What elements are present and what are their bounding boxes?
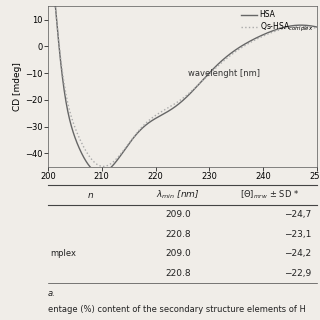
Text: −23,1: −23,1 — [284, 230, 311, 239]
Qs-HSA$_{complex}$ — [101, 164, 105, 168]
Line: HSA: HSA — [48, 0, 317, 173]
Qs-HSA$_{complex}$ — [226, 55, 230, 59]
Text: $\lambda_{min}$ [nm]: $\lambda_{min}$ [nm] — [156, 189, 200, 201]
Text: −24,7: −24,7 — [284, 210, 311, 219]
Line: Qs-HSA$_{complex}$: Qs-HSA$_{complex}$ — [48, 0, 317, 166]
HSA — [99, 171, 102, 175]
Text: a.: a. — [48, 289, 56, 298]
Text: mplex: mplex — [51, 249, 77, 258]
HSA — [249, 39, 253, 43]
Text: 209.0: 209.0 — [165, 249, 191, 258]
Text: 209.0: 209.0 — [165, 210, 191, 219]
HSA — [168, 108, 172, 112]
Text: 220.8: 220.8 — [165, 269, 191, 278]
Qs-HSA$_{complex}$ — [94, 161, 98, 165]
Qs-HSA$_{complex}$ — [249, 40, 253, 44]
HSA — [205, 74, 209, 77]
Qs-HSA$_{complex}$ — [116, 156, 119, 160]
Text: [$\Theta$]$_{mrw}$ $\pm$ SD *: [$\Theta$]$_{mrw}$ $\pm$ SD * — [240, 189, 299, 201]
HSA — [226, 54, 230, 58]
Legend: HSA, Qs-HSA$_{complex}$: HSA, Qs-HSA$_{complex}$ — [238, 7, 316, 37]
Text: entage (%) content of the secondary structure elements of H: entage (%) content of the secondary stru… — [48, 305, 306, 314]
Text: −22,9: −22,9 — [284, 269, 311, 278]
Text: −24,2: −24,2 — [284, 249, 311, 258]
Qs-HSA$_{complex}$ — [205, 75, 209, 78]
Text: 220.8: 220.8 — [165, 230, 191, 239]
HSA — [116, 158, 119, 162]
HSA — [94, 170, 98, 173]
Qs-HSA$_{complex}$ — [168, 105, 172, 108]
Text: n: n — [88, 191, 94, 200]
Qs-HSA$_{complex}$ — [315, 26, 319, 30]
Y-axis label: CD [mdeg]: CD [mdeg] — [13, 62, 22, 111]
HSA — [315, 25, 319, 29]
Text: wavelenght [nm]: wavelenght [nm] — [188, 69, 260, 78]
